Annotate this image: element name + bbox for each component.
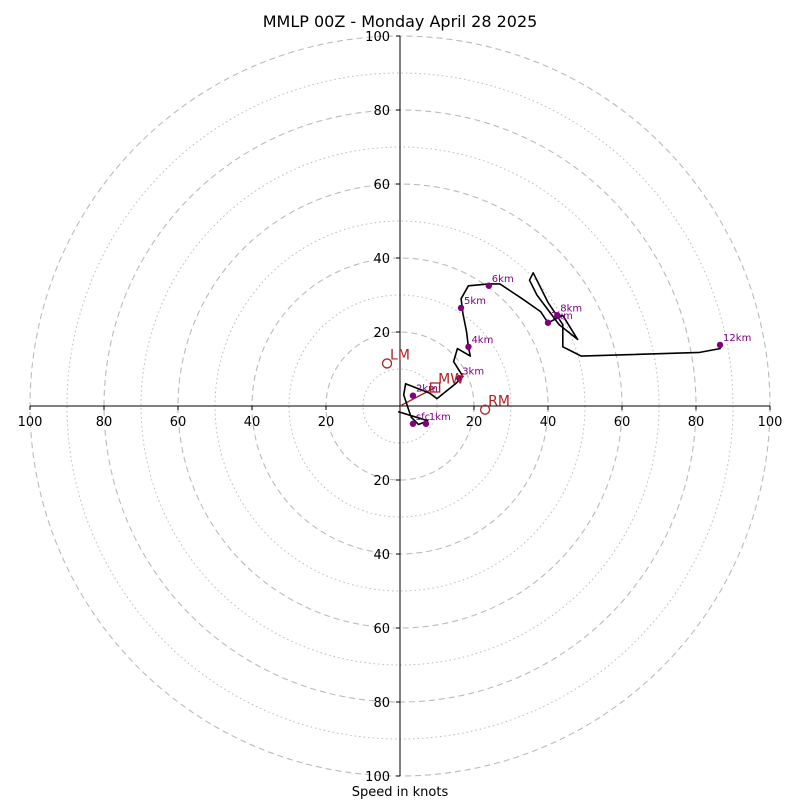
height-marker-1km [422, 420, 430, 427]
storm-marker-MW [429, 382, 441, 393]
x-tick-label: 100 [18, 415, 43, 430]
height-label-3km: 3km [462, 366, 484, 377]
height-label-7km: 7km [551, 311, 573, 322]
y-tick-label: 60 [373, 622, 390, 637]
storm-marker-RM [479, 404, 491, 415]
x-tick-label: 40 [244, 415, 261, 430]
storm-label-MW: MW [438, 372, 464, 388]
hodograph-trace [397, 271, 723, 426]
tick-labels: 100 80 60 40 20 20 40 60 80 100 100 80 60 40 20 20 40 60 8… [18, 30, 783, 785]
chart-title: MMLP 00Z - Monday April 28 2025 [263, 12, 538, 31]
y-tick-label: 100 [365, 30, 390, 45]
y-tick-label: 80 [373, 696, 390, 711]
height-label-1km: 1km [429, 412, 451, 423]
height-label-12km: 12km [723, 333, 751, 344]
y-tick-label: 40 [373, 548, 390, 563]
height-label-sfc: sfc [416, 412, 430, 423]
storm-label-LM: LM [390, 347, 410, 363]
storm-motion-markers: LM MW RM [381, 347, 510, 415]
height-marker-7km [544, 319, 552, 326]
x-tick-label: 80 [688, 415, 705, 430]
y-tick-label: 100 [365, 770, 390, 785]
storm-label-RM: RM [488, 394, 510, 410]
y-tick-label: 20 [373, 326, 390, 341]
height-marker-12km [716, 341, 724, 349]
height-label-4km: 4km [471, 335, 493, 346]
height-marker-5km [457, 304, 465, 312]
x-axis-label: Speed in knots [352, 785, 449, 800]
height-label-6km: 6km [492, 274, 514, 285]
x-tick-label: 80 [96, 415, 113, 430]
height-label-2km: 2km [416, 384, 438, 395]
x-tick-label: 20 [318, 415, 335, 430]
height-label-8km: 8km [560, 303, 582, 314]
height-marker-3km [456, 375, 463, 382]
x-tick-label: 40 [540, 415, 557, 430]
height-marker-8km [554, 312, 561, 319]
x-tick-label: 100 [758, 415, 783, 430]
height-marker-sfc [409, 420, 417, 427]
y-tick-label: 40 [373, 252, 390, 267]
height-label-5km: 5km [464, 296, 486, 307]
y-tick-label: 20 [373, 474, 390, 489]
height-marker-2km [409, 392, 417, 399]
y-tick-label: 60 [373, 178, 390, 193]
y-tick-label: 80 [373, 104, 390, 119]
x-tick-label: 60 [170, 415, 187, 430]
height-marker-6km [485, 282, 492, 289]
x-tick-label: 20 [466, 415, 483, 430]
hodograph-line [397, 271, 723, 426]
storm-marker-LM [381, 358, 393, 369]
x-tick-label: 60 [614, 415, 631, 430]
height-marker-4km [465, 343, 472, 350]
